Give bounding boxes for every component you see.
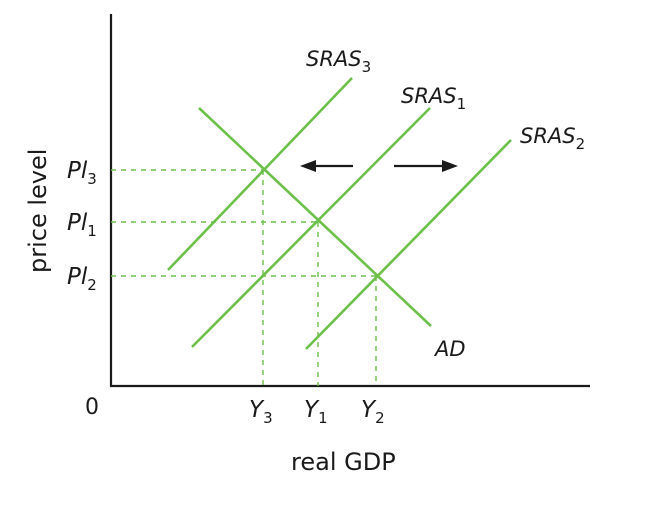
output-level-1-label: Y1	[304, 397, 328, 427]
left-shift-arrow	[300, 160, 353, 172]
right-shift-arrow	[394, 160, 458, 172]
price-level-2-label: Pl2	[67, 264, 97, 294]
y-axis-label: price level	[24, 149, 52, 273]
price-level-1-label: Pl1	[67, 210, 97, 240]
output-level-3-label: Y3	[249, 397, 273, 427]
sras2-label: SRAS2	[520, 124, 585, 153]
sras1-label: SRAS1	[401, 84, 466, 113]
ad-curve	[198, 107, 432, 327]
origin-label: 0	[85, 395, 99, 420]
price-level-3-label: Pl3	[67, 158, 97, 188]
output-level-2-label: Y2	[361, 397, 385, 427]
ad-label: AD	[433, 337, 466, 361]
sras3-curve	[167, 77, 353, 271]
sras3-label: SRAS3	[306, 47, 371, 76]
x-axis-label: real GDP	[291, 448, 396, 476]
sras1-curve	[191, 107, 431, 348]
sras2-curve	[305, 139, 512, 350]
